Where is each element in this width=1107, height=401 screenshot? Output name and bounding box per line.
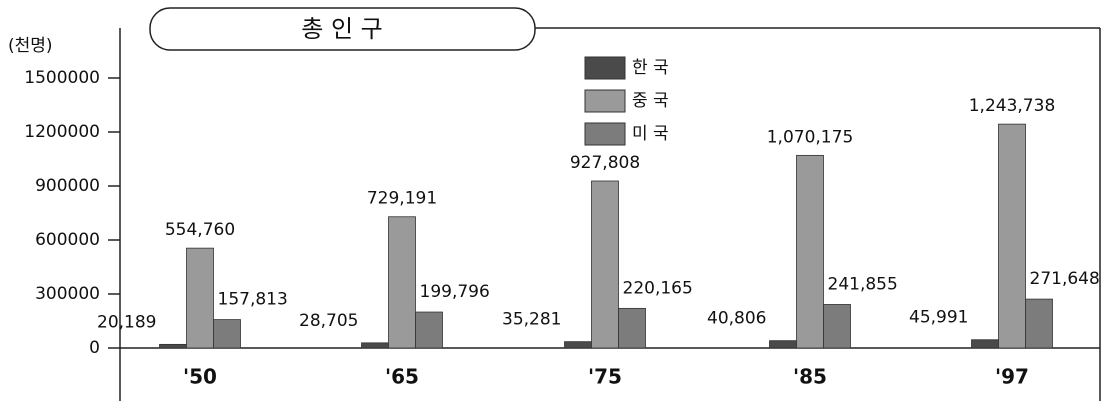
- x-tick-label: '97: [995, 365, 1029, 389]
- y-tick-label: 300000: [35, 284, 100, 304]
- value-label: 20,189: [97, 312, 156, 332]
- legend-swatch: [584, 89, 626, 113]
- bar: [1025, 298, 1053, 349]
- value-label: 40,806: [707, 309, 766, 329]
- y-axis-label: (천명): [8, 36, 53, 56]
- value-label: 45,991: [909, 308, 968, 328]
- value-label: 28,705: [299, 311, 358, 331]
- legend-label: 한 국: [632, 58, 669, 78]
- x-tick-label: '65: [385, 365, 419, 389]
- value-label: 927,808: [570, 153, 640, 173]
- value-label: 157,813: [218, 290, 288, 310]
- bar: [564, 341, 592, 349]
- value-label: 241,855: [828, 274, 898, 294]
- bar: [361, 342, 389, 349]
- x-tick-label: '85: [793, 365, 827, 389]
- value-label: 35,281: [502, 310, 561, 330]
- value-label: 271,648: [1030, 269, 1100, 289]
- bar: [159, 343, 187, 349]
- value-label: 199,796: [420, 282, 490, 302]
- value-label: 1,070,175: [767, 127, 854, 147]
- bar: [415, 311, 443, 349]
- bar: [823, 304, 851, 349]
- y-tick-label: 600000: [35, 230, 100, 250]
- legend-swatch: [584, 56, 626, 80]
- bar: [998, 123, 1026, 349]
- title-box: [149, 7, 536, 51]
- y-tick-label: 0: [89, 338, 100, 358]
- x-tick-label: '75: [588, 365, 622, 389]
- legend-label: 중 국: [632, 91, 669, 111]
- legend-swatch: [584, 122, 626, 146]
- value-label: 1,243,738: [969, 96, 1056, 116]
- y-tick-label: 900000: [35, 176, 100, 196]
- bar: [388, 216, 416, 349]
- bar: [213, 319, 241, 349]
- bar: [769, 340, 797, 349]
- bar: [186, 247, 214, 349]
- value-label: 554,760: [165, 220, 235, 240]
- chart-title: 총 인 구: [301, 15, 383, 43]
- bar: [796, 154, 824, 349]
- y-tick-label: 1200000: [24, 122, 100, 142]
- x-tick-label: '50: [183, 365, 217, 389]
- value-label: 729,191: [367, 189, 437, 209]
- bar: [618, 307, 646, 349]
- bar: [591, 180, 619, 349]
- bar: [971, 339, 999, 349]
- value-label: 220,165: [623, 278, 693, 298]
- y-tick-label: 1500000: [24, 68, 100, 88]
- legend-label: 미 국: [632, 124, 669, 144]
